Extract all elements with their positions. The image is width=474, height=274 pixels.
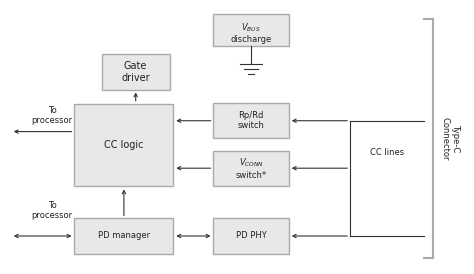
Text: CC lines: CC lines: [370, 148, 404, 157]
FancyBboxPatch shape: [213, 218, 289, 254]
Text: To
processor: To processor: [32, 105, 73, 125]
Text: $V_{CONN}$
switch*: $V_{CONN}$ switch*: [236, 157, 267, 180]
Text: Rp/Rd
switch: Rp/Rd switch: [237, 111, 264, 130]
Text: To
processor: To processor: [32, 201, 73, 220]
FancyBboxPatch shape: [74, 218, 173, 254]
Text: CC logic: CC logic: [104, 140, 144, 150]
FancyBboxPatch shape: [213, 150, 289, 186]
Text: Gate
driver: Gate driver: [121, 61, 150, 83]
FancyBboxPatch shape: [74, 104, 173, 187]
Text: Type-C
Connector: Type-C Connector: [441, 117, 460, 160]
FancyBboxPatch shape: [213, 103, 289, 138]
Text: PD PHY: PD PHY: [236, 232, 266, 241]
Text: $V_{BUS}$
discharge: $V_{BUS}$ discharge: [230, 21, 272, 44]
FancyBboxPatch shape: [213, 14, 289, 46]
FancyBboxPatch shape: [101, 54, 170, 90]
Text: PD manager: PD manager: [98, 232, 150, 241]
